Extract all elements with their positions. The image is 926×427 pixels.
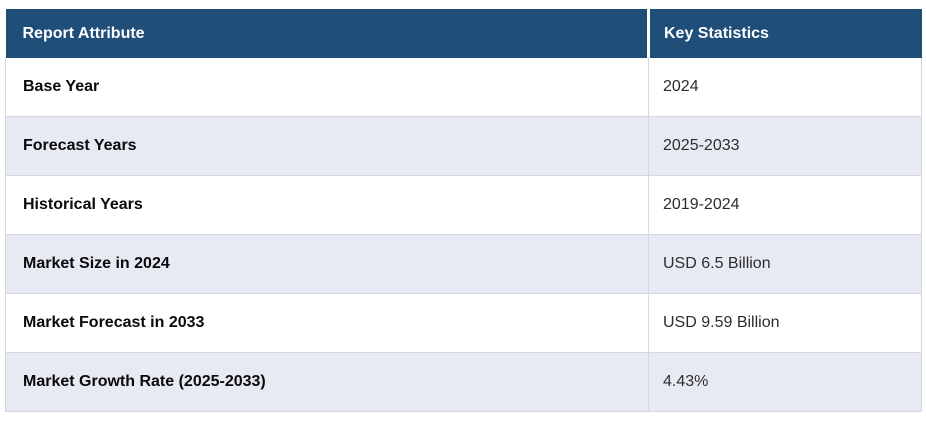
attribute-cell: Historical Years bbox=[5, 175, 649, 235]
value-cell: 4.43% bbox=[648, 352, 922, 412]
attribute-cell: Market Growth Rate (2025-2033) bbox=[5, 352, 649, 412]
value-cell: 2025-2033 bbox=[648, 116, 922, 176]
header-row: Report Attribute Key Statistics bbox=[5, 9, 922, 58]
table-row-market-growth-rate: Market Growth Rate (2025-2033) 4.43% bbox=[5, 352, 922, 412]
attribute-cell: Base Year bbox=[5, 58, 649, 117]
attribute-cell: Market Size in 2024 bbox=[5, 234, 649, 294]
value-cell: USD 6.5 Billion bbox=[648, 234, 922, 294]
table-row-base-year: Base Year 2024 bbox=[5, 58, 922, 117]
value-cell: 2024 bbox=[648, 58, 922, 117]
attribute-cell: Market Forecast in 2033 bbox=[5, 293, 649, 353]
report-summary-table: Report Attribute Key Statistics Base Yea… bbox=[5, 9, 922, 412]
table-row-market-size: Market Size in 2024 USD 6.5 Billion bbox=[5, 234, 922, 294]
attribute-cell: Forecast Years bbox=[5, 116, 649, 176]
table-row-historical-years: Historical Years 2019-2024 bbox=[5, 175, 922, 235]
value-cell: USD 9.59 Billion bbox=[648, 293, 922, 353]
table-row-market-forecast: Market Forecast in 2033 USD 9.59 Billion bbox=[5, 293, 922, 353]
page: Report Attribute Key Statistics Base Yea… bbox=[5, 9, 922, 412]
column-header-report-attribute: Report Attribute bbox=[5, 9, 650, 58]
column-header-key-statistics: Key Statistics bbox=[648, 9, 922, 58]
table-row-forecast-years: Forecast Years 2025-2033 bbox=[5, 116, 922, 176]
value-cell: 2019-2024 bbox=[648, 175, 922, 235]
